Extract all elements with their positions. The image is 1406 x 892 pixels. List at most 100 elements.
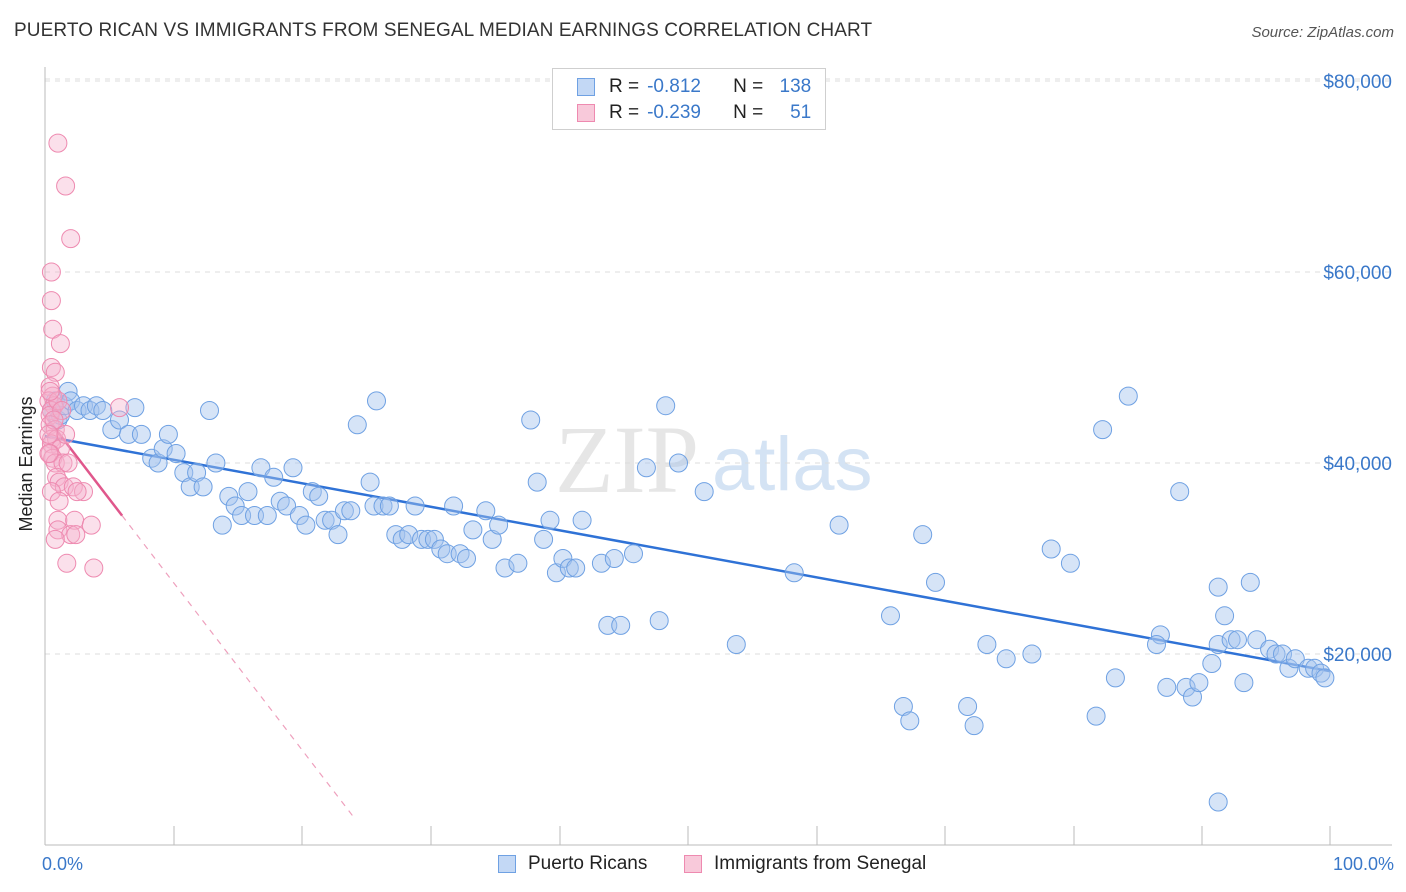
point-puerto-ricans (1147, 635, 1166, 654)
point-puerto-ricans (566, 558, 586, 578)
point-puerto-ricans (457, 549, 476, 568)
point-puerto-ricans (495, 558, 515, 578)
point-puerto-ricans (347, 415, 367, 435)
point-puerto-ricans (598, 615, 618, 635)
grid-lines (45, 78, 1392, 655)
point-senegal (44, 410, 64, 430)
point-puerto-ricans (591, 553, 611, 573)
point-puerto-ricans (521, 410, 541, 430)
point-senegal (53, 453, 73, 473)
point-puerto-ricans (158, 424, 178, 444)
point-puerto-ricans (1221, 630, 1241, 650)
point-puerto-ricans (1279, 658, 1299, 678)
point-senegal (45, 529, 65, 549)
point-senegal (47, 467, 67, 487)
bottom-swatch-blue (498, 855, 516, 873)
point-puerto-ricans (412, 529, 431, 549)
point-puerto-ricans (489, 515, 509, 535)
point-puerto-ricans (166, 444, 186, 463)
point-puerto-ricans (1150, 625, 1170, 645)
point-puerto-ricans (232, 506, 252, 525)
point-puerto-ricans (656, 396, 676, 416)
point-puerto-ricans (553, 549, 573, 568)
point-puerto-ricans (1215, 606, 1235, 626)
y-tick-label: $20,000 (1323, 645, 1392, 666)
point-puerto-ricans (624, 544, 643, 564)
axes (44, 67, 1392, 846)
point-puerto-ricans (527, 472, 547, 492)
point-puerto-ricans (694, 482, 714, 502)
point-puerto-ricans (926, 572, 945, 592)
point-puerto-ricans (1105, 668, 1125, 688)
point-puerto-ricans (296, 515, 316, 535)
point-puerto-ricans (1086, 706, 1106, 726)
point-puerto-ricans (604, 549, 624, 568)
point-puerto-ricans (328, 525, 348, 545)
trend-line-senegal-dashed (121, 515, 354, 818)
point-puerto-ricans (119, 424, 138, 444)
point-puerto-ricans (283, 458, 303, 478)
correlation-legend: R = -0.812 N = 138 R = -0.239 N = 51 (552, 68, 826, 130)
point-senegal (57, 553, 77, 573)
bottom-legend-senegal: Immigrants from Senegal (684, 852, 926, 876)
point-puerto-ricans (367, 391, 386, 411)
point-puerto-ricans (405, 496, 425, 516)
point-senegal (84, 558, 104, 578)
point-puerto-ricans (482, 529, 502, 549)
legend-swatch-pink (577, 104, 595, 122)
point-puerto-ricans (424, 529, 444, 549)
point-senegal (48, 391, 68, 411)
point-senegal (52, 401, 72, 420)
point-puerto-ricans (219, 486, 239, 506)
point-puerto-ricans (996, 649, 1016, 669)
point-puerto-ricans (1208, 577, 1228, 597)
legend-r-label: R = (609, 102, 640, 123)
point-puerto-ricans (1170, 482, 1190, 502)
point-puerto-ricans (476, 501, 496, 521)
point-senegal (66, 525, 86, 545)
point-puerto-ricans (1298, 658, 1318, 678)
point-puerto-ricans (148, 453, 168, 473)
point-senegal (49, 491, 69, 511)
bottom-legend-label: Immigrants from Senegal (714, 853, 927, 874)
point-puerto-ricans (251, 458, 271, 478)
point-puerto-ricans (559, 558, 579, 578)
point-puerto-ricans (1234, 673, 1254, 693)
point-puerto-ricans (193, 477, 213, 497)
point-puerto-ricans (257, 506, 277, 525)
point-puerto-ricans (636, 458, 656, 478)
legend-r-label: R = (609, 76, 640, 97)
legend-n-value: 138 (779, 76, 812, 97)
point-senegal (45, 362, 65, 382)
point-puerto-ricans (1060, 553, 1080, 573)
point-puerto-ricans (399, 525, 419, 545)
point-puerto-ricans (1208, 792, 1228, 812)
point-puerto-ricans (958, 697, 978, 716)
point-puerto-ricans (1208, 635, 1228, 654)
point-puerto-ricans (309, 486, 329, 506)
point-puerto-ricans (289, 506, 309, 525)
point-puerto-ricans (444, 496, 464, 516)
point-puerto-ricans (893, 697, 913, 716)
point-senegal (61, 525, 81, 545)
point-puerto-ricans (277, 496, 297, 516)
legend-r-value: -0.812 (647, 76, 701, 97)
trend-line-puerto-ricans (44, 435, 1331, 673)
point-puerto-ricans (508, 553, 528, 573)
point-puerto-ricans (669, 453, 688, 473)
point-puerto-ricans (1285, 649, 1305, 669)
zipatlas-watermark: ZIP atlas (555, 406, 873, 513)
point-puerto-ricans (900, 711, 920, 731)
point-puerto-ricans (913, 525, 933, 545)
legend-n-value: 51 (790, 102, 812, 123)
point-puerto-ricans (264, 467, 284, 487)
point-puerto-ricans (1189, 673, 1209, 693)
point-puerto-ricans (315, 510, 335, 530)
point-puerto-ricans (1183, 687, 1202, 707)
point-puerto-ricans (212, 515, 232, 535)
point-puerto-ricans (829, 515, 849, 535)
point-senegal (48, 510, 68, 530)
point-puerto-ricans (540, 510, 560, 530)
point-puerto-ricans (534, 529, 554, 549)
